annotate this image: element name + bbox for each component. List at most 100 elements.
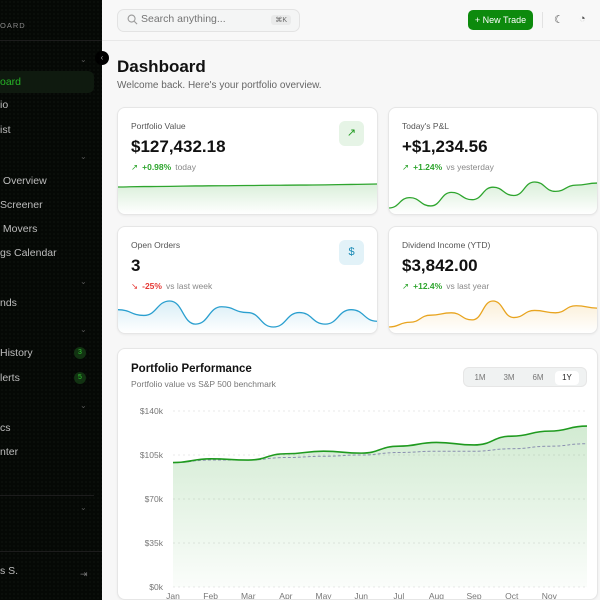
sidebar-brand: OARD: [0, 21, 26, 30]
shortcut-hint: ⌘K: [271, 15, 291, 25]
change-context: vs yesterday: [446, 162, 494, 172]
tab-1y[interactable]: 1Y: [555, 371, 579, 385]
x-tick-label: Jul: [393, 591, 404, 600]
stat-value: +$1,234.56: [402, 137, 488, 156]
stat-value: $127,432.18: [131, 137, 226, 156]
stat-change: ↗ +12.4% vs last year: [402, 281, 489, 292]
sparkline-line: [389, 181, 597, 209]
divider: [0, 40, 102, 41]
page-title: Dashboard: [117, 57, 206, 76]
y-tick-label: $70k: [145, 494, 164, 504]
sidebar-item[interactable]: nter: [0, 446, 19, 458]
sparkline-line: [118, 300, 377, 328]
y-tick-label: $105k: [140, 450, 164, 460]
chevron-down-icon[interactable]: ⌄: [80, 401, 87, 410]
tab-6m[interactable]: 6M: [532, 373, 544, 382]
sidebar-item[interactable]: Screener: [0, 199, 43, 211]
sidebar-item[interactable]: cs: [0, 422, 11, 434]
change-context: vs last week: [165, 281, 213, 291]
tab-3m[interactable]: 3M: [503, 373, 515, 382]
chevron-down-icon[interactable]: ⌄: [80, 503, 87, 512]
stat-change: ↘ -25% vs last week: [131, 281, 212, 292]
sidebar-item[interactable]: lerts: [0, 372, 20, 384]
x-tick-label: Sep: [467, 591, 482, 600]
x-tick-label: Mar: [241, 591, 256, 600]
stat-change: ↗ +1.24% vs yesterday: [402, 162, 494, 173]
user-name[interactable]: s S.: [0, 565, 19, 577]
change-percent: +0.98%: [142, 162, 172, 172]
trend-up-icon: ↗: [131, 162, 139, 172]
sidebar-item[interactable]: History: [0, 347, 33, 359]
divider: [0, 551, 102, 552]
sparkline: [389, 300, 597, 333]
sparkline: [118, 300, 377, 333]
logout-icon[interactable]: ⇥: [80, 569, 88, 579]
stat-change: ↗ +0.98% today: [131, 162, 196, 173]
change-context: today: [175, 162, 196, 172]
stat-label: Portfolio Value: [131, 121, 186, 131]
sidebar-item[interactable]: Movers: [0, 223, 38, 235]
stat-card: Open Orders 3 ↘ -25% vs last week $: [117, 226, 378, 334]
topbar: ⌘K + New Trade ☾ ◔: [102, 0, 600, 41]
x-tick-label: Apr: [279, 591, 292, 600]
chart-title: Portfolio Performance: [131, 363, 252, 375]
sidebar-item[interactable]: Overview: [0, 175, 47, 187]
page-subtitle: Welcome back. Here's your portfolio over…: [117, 80, 322, 91]
y-tick-label: $35k: [145, 538, 164, 548]
range-tabs: 1M 3M 6M 1Y: [463, 367, 587, 387]
sidebar-item[interactable]: io: [0, 99, 9, 111]
trend-up-icon: ↗: [402, 162, 410, 172]
stat-card: Dividend Income (YTD) $3,842.00 ↗ +12.4% v…: [388, 226, 598, 334]
count-badge: 3: [74, 347, 86, 359]
x-tick-label: Jan: [166, 591, 180, 600]
sidebar-item[interactable]: gs Calendar: [0, 247, 57, 259]
portfolio-line: [172, 425, 588, 464]
chevron-down-icon[interactable]: ⌄: [80, 55, 87, 64]
x-tick-label: Feb: [203, 591, 218, 600]
stat-label: Open Orders: [131, 240, 181, 250]
x-tick-label: Aug: [429, 591, 444, 600]
chevron-down-icon[interactable]: ⌄: [80, 277, 87, 286]
sparkline-line: [389, 300, 597, 328]
y-tick-label: $140k: [140, 406, 164, 416]
search-box[interactable]: ⌘K: [117, 9, 300, 32]
x-tick-label: Nov: [542, 591, 558, 600]
sidebar: OARD oard io ist Overview Screener Movers gs…: [0, 0, 102, 600]
portfolio-performance-card: Portfolio Performance Portfolio value vs…: [117, 348, 598, 600]
palette-icon[interactable]: ◔: [579, 13, 586, 25]
sidebar-item[interactable]: oard: [0, 71, 94, 93]
sidebar-item[interactable]: ist: [0, 124, 11, 136]
collapse-sidebar-button[interactable]: ‹: [95, 51, 109, 65]
x-tick-label: Oct: [505, 591, 519, 600]
stat-value: $3,842.00: [402, 256, 478, 275]
sparkline-area: [389, 301, 597, 333]
divider: [542, 12, 543, 28]
sparkline-line: [118, 183, 377, 188]
divider: [0, 495, 94, 496]
search-icon: [127, 14, 138, 25]
search-input[interactable]: [141, 13, 261, 25]
stat-label: Today's P&L: [402, 121, 449, 131]
sparkline: [389, 181, 597, 214]
tab-1m[interactable]: 1M: [474, 373, 486, 382]
x-tick-label: Jun: [354, 591, 368, 600]
x-tick-label: May: [316, 591, 333, 600]
stat-label: Dividend Income (YTD): [402, 240, 491, 250]
trending-up-icon: ↗: [339, 121, 364, 146]
chevron-down-icon[interactable]: ⌄: [80, 152, 87, 161]
change-percent: -25%: [142, 281, 162, 291]
sparkline-area: [389, 182, 597, 214]
new-trade-button[interactable]: + New Trade: [468, 10, 533, 30]
portfolio-area: [173, 426, 587, 587]
change-context: vs last year: [446, 281, 490, 291]
moon-icon[interactable]: ☾: [554, 14, 564, 26]
sparkline-area: [118, 301, 377, 333]
trend-down-icon: ↘: [131, 281, 139, 291]
stat-value: 3: [131, 256, 141, 275]
stat-card: Portfolio Value $127,432.18 ↗ +0.98% today…: [117, 107, 378, 215]
change-percent: +1.24%: [413, 162, 443, 172]
performance-chart: $0k $35k $70k $105k $140k Jan Feb Mar Apr May Jun J…: [140, 406, 588, 600]
sidebar-item[interactable]: nds: [0, 297, 17, 309]
chevron-down-icon[interactable]: ⌄: [80, 325, 87, 334]
trend-up-icon: ↗: [402, 281, 410, 291]
